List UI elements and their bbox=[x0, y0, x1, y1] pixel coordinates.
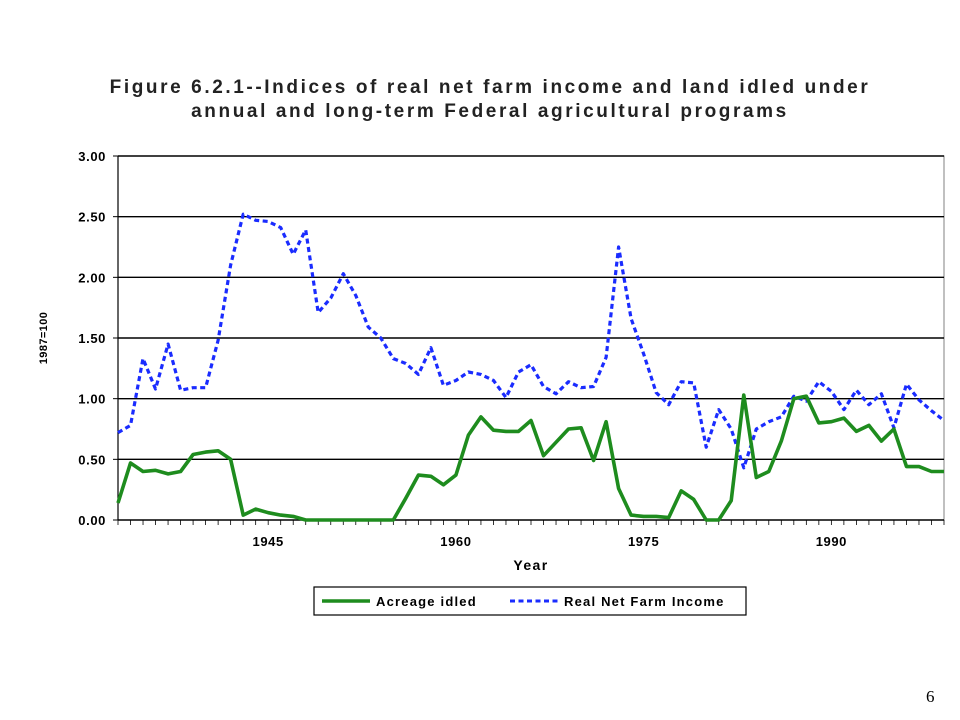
legend-label-real-net-farm-income: Real Net Farm Income bbox=[564, 594, 725, 609]
y-tick-label: 0.00 bbox=[78, 513, 106, 528]
y-axis-title: 1987=100 bbox=[38, 312, 50, 364]
y-tick-label: 1.00 bbox=[78, 392, 106, 407]
chart-title-line-2: annual and long-term Federal agricultura… bbox=[191, 101, 789, 122]
x-axis-title: Year bbox=[513, 557, 548, 573]
y-tick-label: 0.50 bbox=[78, 452, 106, 467]
x-tick-label: 1975 bbox=[628, 534, 659, 549]
x-tick-label: 1945 bbox=[253, 534, 284, 549]
y-tick-label: 2.00 bbox=[78, 270, 106, 285]
y-tick-label: 1.50 bbox=[78, 331, 106, 346]
legend-label-acreage-idled: Acreage idled bbox=[376, 594, 477, 609]
real-net-farm-income-line bbox=[117, 212, 945, 470]
chart-title: Figure 6.2.1--Indices of real net farm i… bbox=[60, 76, 920, 124]
x-tick-label: 1990 bbox=[816, 534, 847, 549]
y-tick-label: 3.00 bbox=[78, 149, 106, 164]
x-tick-label: 1960 bbox=[440, 534, 471, 549]
y-tick-label: 2.50 bbox=[78, 210, 106, 225]
slide-number: 6 bbox=[926, 687, 935, 706]
acreage-idled-line bbox=[116, 393, 944, 522]
chart-title-line-1: Figure 6.2.1--Indices of real net farm i… bbox=[109, 77, 871, 98]
